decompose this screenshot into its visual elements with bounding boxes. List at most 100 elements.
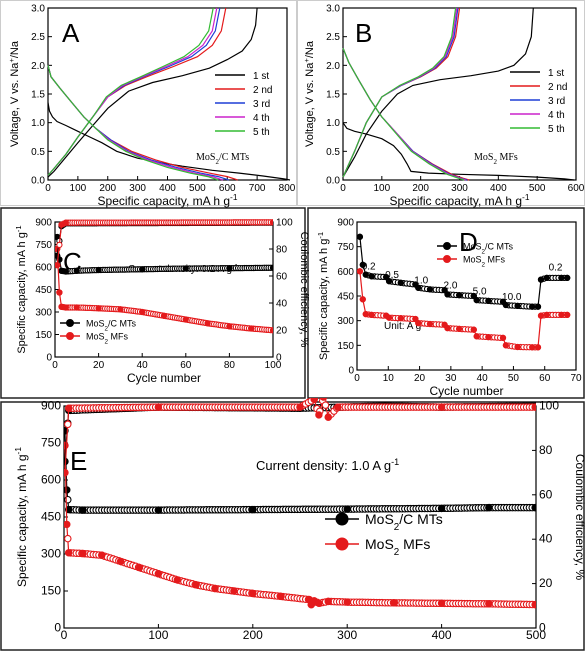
legend-label-part: /C MTs	[108, 319, 136, 329]
panel-e: 0 100 200 300 400 500015030045060075090002040…	[13, 398, 586, 642]
data-point	[362, 311, 369, 318]
annotation-part: Current density: 1.0 A g	[256, 458, 391, 473]
data-point	[64, 420, 72, 429]
x-axis-title-part: -1	[522, 192, 530, 202]
legend-label-part: MoS	[365, 536, 394, 552]
y2-tick-label: 100	[539, 399, 559, 413]
data-point	[444, 291, 451, 298]
data-point	[248, 325, 255, 332]
y-tick-label: 450	[35, 285, 52, 296]
y-axis-title-part: +	[302, 58, 311, 63]
y-tick-label: 750	[35, 240, 52, 251]
panel-d-frame	[307, 207, 585, 399]
y2-tick-label: 20	[276, 326, 288, 337]
x-tick-label: 100	[373, 183, 390, 194]
x-tick-label: 60	[180, 360, 192, 371]
annotation-part: /C MTs	[219, 152, 249, 163]
data-point	[386, 278, 393, 285]
y-tick-label: 0	[46, 353, 52, 364]
y2-tick-label: 100	[276, 218, 293, 229]
curve-charge	[342, 7, 534, 178]
legend-label-part: /C MTs	[485, 242, 513, 252]
y-axis-title-part: /Na	[304, 40, 316, 58]
data-point	[79, 549, 87, 558]
y-tick-label: 150	[35, 330, 52, 341]
series-group	[64, 398, 536, 609]
y-axis-title-part: Voltage, V vs. Na	[9, 62, 21, 147]
y-tick-label: 1.0	[31, 118, 45, 129]
data-point	[230, 587, 238, 595]
rate-label: 0.5	[385, 270, 399, 281]
data-point	[62, 304, 70, 311]
legend-label-part: 2	[394, 522, 399, 533]
curve-discharge	[342, 47, 465, 181]
data-point	[65, 404, 73, 412]
data-point	[182, 265, 189, 272]
x-tick-label: 800	[279, 183, 296, 194]
x-axis-title: Specific capacity, mA h g-1	[98, 192, 238, 208]
legend-label-part: MoS	[86, 319, 105, 329]
data-point	[64, 520, 71, 529]
y2-tick-label: 60	[276, 272, 288, 283]
x-tick-label: 400	[432, 628, 452, 642]
y-axis-title-part: Specific capacity, mA h g	[15, 454, 29, 587]
x-tick-label: 0	[340, 183, 346, 194]
legend-label-part: MoS	[463, 255, 482, 265]
y2-tick-label: 60	[539, 487, 553, 501]
curve-charge	[47, 7, 214, 176]
data-point	[135, 563, 144, 572]
legend-marker	[66, 319, 74, 327]
y2-tick-label: 40	[539, 532, 553, 546]
panel-letter: B	[355, 18, 372, 48]
legend-label-part: 2	[482, 261, 486, 268]
data-point	[532, 403, 536, 411]
data-point	[362, 271, 369, 278]
y-axis-title: Specific capacity, mA h g-1	[14, 225, 29, 353]
panel-letter: A	[62, 18, 80, 48]
x-axis-title-part: Cycle number	[127, 371, 201, 385]
panel-d: 0 10 20 30 40 50 60 70 0 150 300 450 600 750 900 Cycle …	[316, 218, 582, 399]
data-point	[532, 503, 536, 512]
y-axis-title-part: +	[7, 58, 16, 63]
legend-marker	[443, 255, 451, 263]
legend-label-part: 2	[482, 248, 486, 255]
y2-tick-label: 0	[276, 353, 282, 364]
legend-label-part: MoS	[365, 511, 394, 527]
legend-label: MoS2 MFs	[365, 536, 430, 558]
y-tick-label: 0.0	[326, 176, 340, 187]
data-point	[485, 503, 493, 512]
annotation-part: -1	[391, 457, 399, 467]
y-tick-label: 2.5	[31, 32, 45, 43]
annotation-part: 2	[493, 158, 497, 166]
data-point	[56, 289, 63, 296]
legend-label: 1 st	[548, 68, 564, 79]
data-point	[357, 233, 363, 240]
legend-marker	[66, 332, 74, 340]
data-point	[269, 327, 273, 334]
data-point	[415, 320, 422, 327]
data-point	[192, 581, 200, 589]
y-tick-label: 600	[35, 263, 52, 274]
data-point	[397, 315, 404, 322]
x-tick-label: 40	[137, 360, 149, 371]
x-tick-label: 500	[189, 183, 206, 194]
curve-discharge	[342, 122, 575, 181]
data-point	[558, 311, 565, 318]
data-point	[117, 306, 124, 313]
y-tick-label: 0.0	[31, 176, 45, 187]
legend-label: 1 st	[253, 71, 269, 82]
x-tick-label: 20	[414, 373, 426, 384]
data-point	[470, 326, 477, 333]
x-tick-label: 100	[148, 628, 168, 642]
data-point	[437, 599, 446, 607]
y-tick-label: 600	[337, 267, 354, 278]
y-tick-label: 450	[41, 510, 61, 524]
data-point	[62, 219, 70, 226]
x-tick-label: 70	[570, 373, 582, 384]
y-tick-label: 300	[337, 316, 354, 327]
data-point	[426, 320, 434, 328]
rate-label: 1.0	[414, 276, 428, 287]
y-tick-label: 1.5	[31, 90, 45, 101]
y-axis-title-part: -1	[316, 232, 325, 239]
x-tick-label: 300	[451, 183, 468, 194]
